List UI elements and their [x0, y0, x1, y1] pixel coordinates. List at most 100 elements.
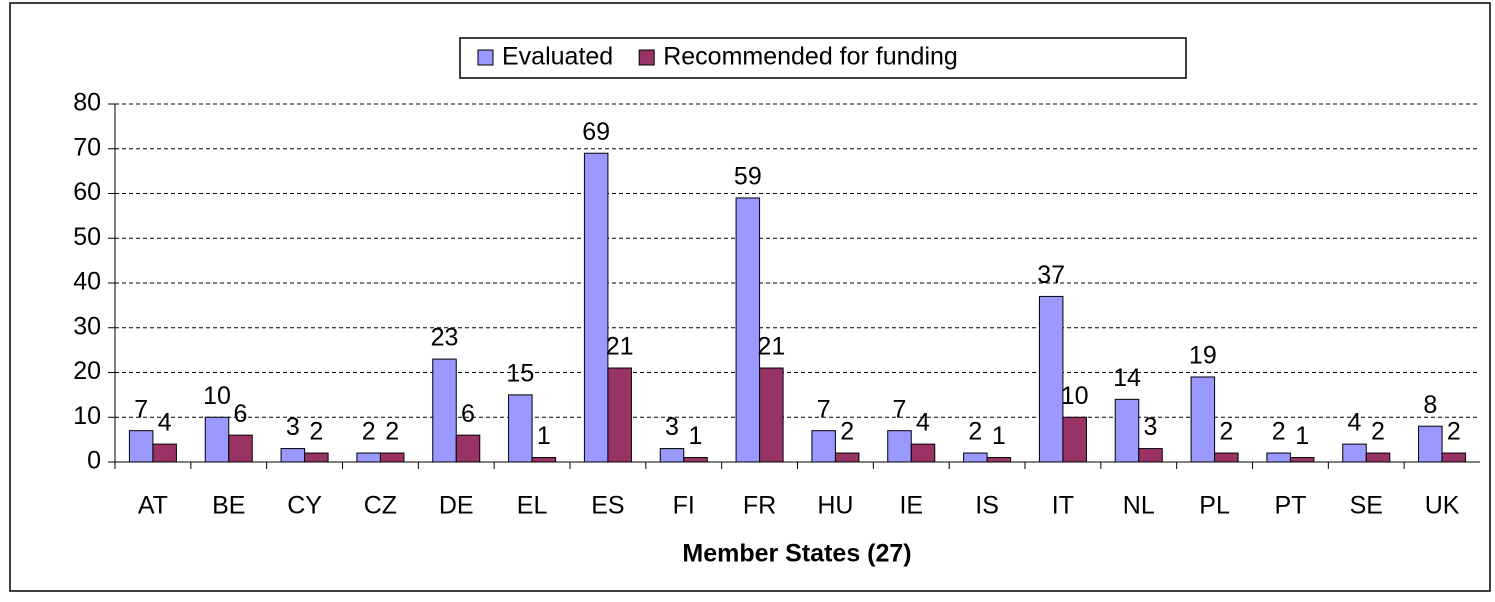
legend-swatch [638, 49, 655, 66]
y-tick-label: 0 [87, 447, 101, 475]
x-tick-label: EL [517, 492, 548, 520]
bar [1418, 425, 1443, 463]
y-tick-label: 50 [73, 223, 101, 251]
data-label: 6 [234, 400, 248, 428]
data-label: 21 [757, 333, 785, 361]
x-tick-label: PT [1274, 492, 1306, 520]
bar [759, 367, 784, 463]
bar [280, 448, 306, 463]
bar [1114, 398, 1140, 463]
x-tick-label: HU [817, 492, 853, 520]
x-tick-label: AT [138, 492, 168, 520]
y-tick-label: 20 [73, 357, 101, 385]
x-tick-label: CZ [364, 492, 397, 520]
bar [1038, 295, 1064, 463]
legend-box [459, 37, 1187, 79]
x-tick-label: BE [212, 492, 245, 520]
data-label: 59 [734, 163, 762, 191]
data-label: 23 [431, 324, 459, 352]
data-label: 3 [665, 413, 679, 441]
data-label: 14 [1113, 364, 1141, 392]
y-tick-label: 60 [73, 178, 101, 206]
y-tick-label: 70 [73, 133, 101, 161]
bar [583, 152, 609, 463]
data-label: 2 [385, 418, 399, 446]
bar [986, 457, 1012, 463]
data-label: 2 [1447, 418, 1461, 446]
data-label: 15 [506, 359, 534, 387]
data-label: 2 [309, 418, 323, 446]
bar [834, 452, 860, 463]
data-label: 1 [689, 422, 703, 450]
y-tick-label: 30 [73, 312, 101, 340]
data-label: 1 [537, 422, 551, 450]
bar [356, 452, 381, 463]
bar [128, 430, 154, 463]
data-label: 2 [840, 418, 854, 446]
y-tick-label: 40 [73, 268, 101, 296]
bar [1342, 443, 1367, 463]
data-label: 19 [1189, 342, 1217, 370]
bar [607, 367, 632, 463]
bar [379, 452, 405, 463]
bar [455, 434, 481, 463]
data-label: 2 [1219, 418, 1233, 446]
data-label: 4 [1348, 409, 1362, 437]
bar [204, 416, 230, 463]
data-label: 2 [968, 418, 982, 446]
data-label: 3 [1144, 413, 1158, 441]
data-label: 2 [362, 418, 376, 446]
x-tick-label: SE [1350, 492, 1383, 520]
data-label: 7 [134, 395, 148, 423]
x-axis-title: Member States (27) [682, 540, 911, 568]
data-label: 4 [916, 409, 930, 437]
legend-swatch [477, 49, 494, 66]
bar [659, 448, 685, 463]
data-label: 4 [158, 409, 172, 437]
x-tick-label: IT [1052, 492, 1074, 520]
bar [887, 430, 912, 463]
data-label: 21 [606, 333, 634, 361]
bar [1214, 452, 1239, 463]
bar [152, 443, 177, 463]
bar [735, 197, 761, 463]
bar [1062, 416, 1087, 463]
data-label: 69 [582, 118, 610, 146]
x-tick-label: FR [743, 492, 776, 520]
legend-label: Recommended for funding [663, 43, 958, 71]
data-label: 1 [992, 422, 1006, 450]
y-tick-label: 80 [73, 89, 101, 117]
data-label: 6 [461, 400, 475, 428]
x-tick-label: FI [673, 492, 695, 520]
bar [432, 358, 457, 463]
data-label: 2 [1272, 418, 1286, 446]
x-tick-label: UK [1425, 492, 1460, 520]
x-tick-label: CY [287, 492, 322, 520]
bar [683, 457, 708, 463]
x-tick-label: IS [975, 492, 999, 520]
x-tick-label: IE [899, 492, 923, 520]
data-label: 2 [1371, 418, 1385, 446]
data-label: 3 [286, 413, 300, 441]
data-label: 10 [1061, 382, 1089, 410]
bar [963, 452, 988, 463]
bar [1365, 452, 1391, 463]
data-label: 7 [817, 395, 831, 423]
bar [811, 430, 836, 463]
bar [910, 443, 936, 463]
data-label: 7 [893, 395, 907, 423]
bar [1289, 457, 1315, 463]
bar [228, 434, 253, 463]
x-tick-label: ES [591, 492, 624, 520]
data-label: 10 [203, 382, 231, 410]
bar [1138, 448, 1163, 463]
data-label: 1 [1295, 422, 1309, 450]
x-tick-label: NL [1123, 492, 1155, 520]
bar [1441, 452, 1467, 463]
bar [531, 457, 557, 463]
x-tick-label: DE [439, 492, 474, 520]
x-tick-label: PL [1199, 492, 1230, 520]
data-label: 37 [1037, 261, 1065, 289]
legend-label: Evaluated [502, 43, 613, 71]
